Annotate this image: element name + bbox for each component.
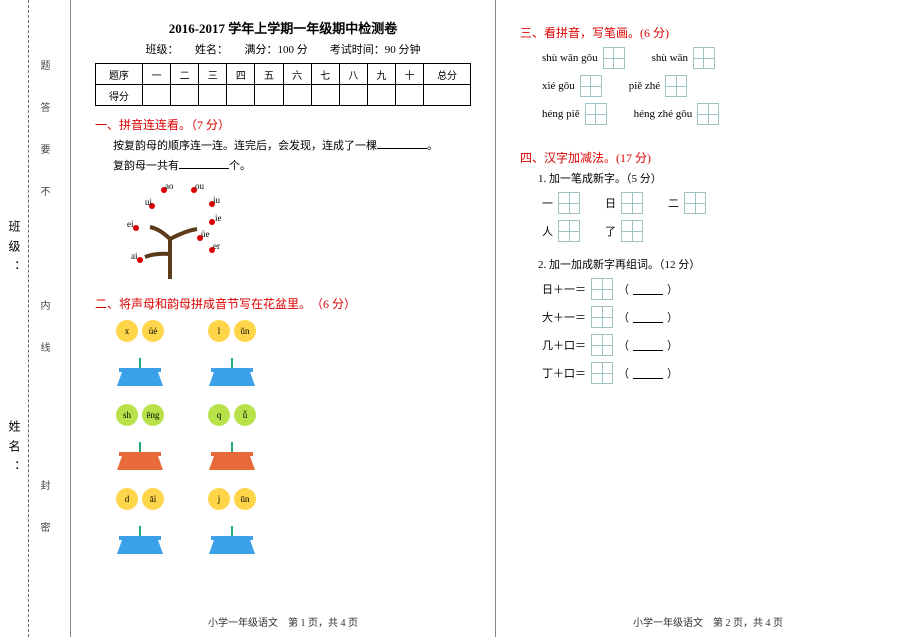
q4-char-row: 人了 [542,220,896,242]
write-box[interactable] [591,362,613,384]
gutter-hint-bot: 封 密 [36,480,51,536]
q4-char-row: 一日二 [542,192,896,214]
flower-item: jūn [197,486,267,554]
exam-meta: 班级： 姓名： 满分：100 分 考试时间：90 分钟 [95,41,471,57]
exam-title: 2016-2017 学年上学期一年级期中检测卷 [95,18,471,37]
q4-row2: 人了 [542,220,896,242]
page-1: 2016-2017 学年上学期一年级期中检测卷 班级： 姓名： 满分：100 分… [71,0,496,637]
gutter-hint-top: 题 答 要 不 [36,60,51,200]
q4-equations: 日＋一＝（） 大＋一＝（） 几＋口＝（） 丁＋口＝（） [542,278,896,384]
write-box[interactable] [591,334,613,356]
flower-item: lǔn [197,318,267,386]
table-row: 题序一二三四五六七八九十总分 [96,64,471,85]
q4-equation: 丁＋口＝（） [542,362,896,384]
q3-rows: shù wān gōushù wān xié gōupiě zhé héng piě… [542,47,896,125]
tree-label: iu [213,195,220,205]
write-box[interactable] [591,306,613,328]
q4-title: 四、汉字加减法。(17 分) [520,149,896,166]
gutter-class-label: 班级： [6,220,23,280]
gutter-hint-mid: 内 线 [36,300,51,356]
tree-svg [105,179,245,289]
write-box[interactable] [558,192,580,214]
write-box[interactable] [603,47,625,69]
tree-label: ao [165,181,174,191]
q4-sub1: 1. 加一笔成新字。（5 分） [538,170,896,186]
flower-item: dāi [105,486,175,554]
write-box[interactable] [558,220,580,242]
blank-field[interactable] [377,137,427,149]
q1-title: 一、拼音连连看。（7 分） [95,116,471,133]
tree-label: ou [195,181,204,191]
write-box[interactable] [621,192,643,214]
blank-field[interactable] [633,283,663,295]
blank-field[interactable] [633,339,663,351]
q3-row: xié gōupiě zhé [542,75,896,97]
q4-sub2: 2. 加一加成新字再组词。（12 分） [538,256,896,272]
q4-equation: 几＋口＝（） [542,334,896,356]
q2-title: 二、将声母和韵母拼成音节写在花盆里。 （6 分） [95,295,471,312]
tree-label: ui [145,197,152,207]
q1-line1: 按复韵母的顺序连一连。连完后，会发现，连成了一棵。 [113,137,471,153]
write-box[interactable] [580,75,602,97]
tree-label: ie [215,213,222,223]
q1-line2: 复韵母一共有个。 [113,157,471,173]
tree-label: ai [131,251,138,261]
page-footer-2: 小学一年级语文 第 2 页，共 4 页 [496,614,920,629]
exam-page: 班级： 姓名： 题 答 要 不 内 线 封 密 2016-2017 学年上学期一… [0,0,920,637]
write-box[interactable] [697,103,719,125]
table-row: 得分 [96,85,471,106]
write-box[interactable] [585,103,607,125]
fold-line [28,0,29,637]
q3-row: héng piěhéng zhé gōu [542,103,896,125]
write-box[interactable] [665,75,687,97]
q4-equation: 大＋一＝（） [542,306,896,328]
tree-label: üe [201,229,210,239]
tree-label: er [213,241,220,251]
blank-field[interactable] [633,367,663,379]
flower-item: shēng [105,402,175,470]
flower-grid: xüélǔn shēngqǚdāijūn [105,318,325,554]
pinyin-tree: ao ou ui iu ie ei üeer ai [105,179,245,289]
page-footer-1: 小学一年级语文 第 1 页，共 4 页 [71,614,495,629]
q3-title: 三、看拼音，写笔画。(6 分) [520,24,896,41]
blank-field[interactable] [633,311,663,323]
content-columns: 2016-2017 学年上学期一年级期中检测卷 班级： 姓名： 满分：100 分… [71,0,920,637]
score-table: 题序一二三四五六七八九十总分 得分 [95,63,471,106]
write-box[interactable] [684,192,706,214]
write-box[interactable] [693,47,715,69]
gutter-name-label: 姓名： [6,420,23,480]
q4-row1: 一日二 [542,192,896,214]
blank-field[interactable] [179,157,229,169]
q4-equation: 日＋一＝（） [542,278,896,300]
binding-gutter: 班级： 姓名： 题 答 要 不 内 线 封 密 [0,0,71,637]
q3-row: shù wān gōushù wān [542,47,896,69]
flower-item: xüé [105,318,175,386]
write-box[interactable] [621,220,643,242]
flower-item: qǚ [197,402,267,470]
tree-label: ei [127,219,134,229]
page-2: 三、看拼音，写笔画。(6 分) shù wān gōushù wān xié gō… [496,0,920,637]
write-box[interactable] [591,278,613,300]
